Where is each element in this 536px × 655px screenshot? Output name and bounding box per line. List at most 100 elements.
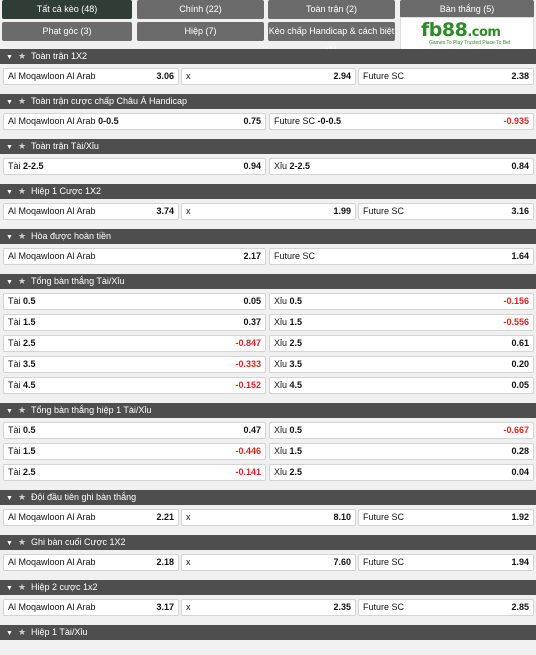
odds-value: 3.06	[156, 71, 174, 81]
odds-selection[interactable]: Future SC 1.94	[358, 554, 534, 571]
collapse-icon[interactable]: ▼	[6, 408, 13, 415]
favorite-star-icon[interactable]: ★	[17, 141, 27, 151]
odds-selection[interactable]: Al Moqawloon Al Arab 3.17	[3, 599, 179, 616]
market-section: ▼ ★ Toàn trận Tài/Xỉu Tài 2-2.5 0.94 Xỉu 2-2.…	[0, 139, 536, 179]
collapse-icon[interactable]: ▼	[6, 189, 13, 196]
odds-selection[interactable]: Xỉu 0.5 -0.156	[269, 293, 534, 310]
odds-selection[interactable]: x 1.99	[181, 203, 356, 220]
odds-selection[interactable]: Xỉu 2.5 0.04	[269, 464, 534, 481]
odds-selection[interactable]: Xỉu 4.5 0.05	[269, 377, 534, 394]
odds-selection[interactable]: x 2.94	[181, 68, 356, 85]
odds-selection[interactable]: Future SC 1.92	[358, 509, 534, 526]
market-section-header[interactable]: ▼ ★ Hiệp 1 Cược 1X2	[0, 184, 536, 199]
odds-selection[interactable]: Tài 4.5 -0.152	[3, 377, 266, 394]
tab-full-match[interactable]: Toàn trận (2)	[268, 0, 395, 19]
collapse-icon[interactable]: ▼	[6, 54, 13, 61]
tab-main[interactable]: Chính (22)	[137, 0, 264, 19]
tab-all[interactable]: Tất cả kèo (48)	[2, 0, 132, 19]
market-section-header[interactable]: ▼ ★ Ghi bàn cuối Cược 1X2	[0, 535, 536, 550]
selection-line: 1.5	[23, 446, 36, 456]
odds-selection[interactable]: Future SC 2.38	[358, 68, 534, 85]
market-section: ▼ ★ Hiệp 1 Tài/Xỉu	[0, 625, 536, 644]
market-section-header[interactable]: ▼ ★ Toàn trận Tài/Xỉu	[0, 139, 536, 154]
odds-selection[interactable]: Al Moqawloon Al Arab 3.74	[3, 203, 179, 220]
odds-selection[interactable]: Tài 1.5 0.37	[3, 314, 266, 331]
odds-selection[interactable]: Xỉu 3.5 0.20	[269, 356, 534, 373]
odds-selection[interactable]: Future SC 2.85	[358, 599, 534, 616]
odds-value: -0.333	[235, 359, 261, 369]
odds-selection[interactable]: Xỉu 1.5 0.28	[269, 443, 534, 460]
selection-label: Future SC	[363, 206, 405, 216]
collapse-icon[interactable]: ▼	[6, 234, 13, 241]
selection-label: Xỉu 2.5	[274, 338, 303, 348]
market-section-header[interactable]: ▼ ★ Toàn trận cược chấp Châu Á Handicap	[0, 94, 536, 109]
odds-selection[interactable]: x 2.35	[181, 599, 356, 616]
odds-selection[interactable]: Tài 1.5 -0.446	[3, 443, 266, 460]
odds-value: 7.60	[333, 557, 351, 567]
fb88-logo[interactable]: fb88.com Games To Play Trusted Place To …	[400, 17, 534, 51]
odds-selection[interactable]: x 8.10	[181, 509, 356, 526]
odds-selection[interactable]: Tài 2.5 -0.141	[3, 464, 266, 481]
odds-selection[interactable]: Xỉu 2.5 0.61	[269, 335, 534, 352]
odds-selection[interactable]: Al Moqawloon Al Arab 3.06	[3, 68, 179, 85]
selection-line: 4.5	[23, 380, 36, 390]
odds-selection[interactable]: Tài 3.5 -0.333	[3, 356, 266, 373]
odds-selection[interactable]: Al Moqawloon Al Arab 2.18	[3, 554, 179, 571]
favorite-star-icon[interactable]: ★	[17, 51, 27, 61]
market-section-header[interactable]: ▼ ★ Hiệp 2 cược 1x2	[0, 580, 536, 595]
favorite-star-icon[interactable]: ★	[17, 96, 27, 106]
market-section-header[interactable]: ▼ ★ Hòa được hoàn tiền	[0, 229, 536, 244]
odds-selection[interactable]: Al Moqawloon Al Arab 0-0.5 0.75	[3, 113, 266, 130]
odds-selection[interactable]: Tài 0.5 0.05	[3, 293, 266, 310]
collapse-icon[interactable]: ▼	[6, 585, 13, 592]
odds-value: 0.47	[243, 425, 261, 435]
odds-selection[interactable]: Xỉu 0.5 -0.667	[269, 422, 534, 439]
odds-row: Tài 1.5 0.37 Xỉu 1.5 -0.556	[0, 314, 536, 335]
selection-label: Xỉu 0.5	[274, 425, 303, 435]
tab-corners[interactable]: Phạt góc (3)	[2, 22, 132, 41]
market-section-header[interactable]: ▼ ★ Tổng bàn thắng hiệp 1 Tài/Xỉu	[0, 403, 536, 418]
market-section-header[interactable]: ▼ ★ Đội đầu tiên ghi bàn thắng	[0, 490, 536, 505]
selection-label: Al Moqawloon Al Arab	[8, 71, 96, 81]
favorite-star-icon[interactable]: ★	[17, 492, 27, 502]
collapse-icon[interactable]: ▼	[6, 144, 13, 151]
favorite-star-icon[interactable]: ★	[17, 537, 27, 547]
selection-line: 0-0.5	[98, 116, 119, 126]
tab-handicap[interactable]: Kèo chấp Handicap & cách biệt (1)	[268, 22, 395, 55]
selection-line: 0.5	[23, 296, 36, 306]
market-title: Hiệp 2 cược 1x2	[31, 582, 98, 592]
odds-value: 2.21	[156, 512, 174, 522]
odds-selection[interactable]: Future SC -0-0.5 -0.935	[269, 113, 534, 130]
favorite-star-icon[interactable]: ★	[17, 186, 27, 196]
odds-selection[interactable]: Al Moqawloon Al Arab 2.17	[3, 248, 266, 265]
collapse-icon[interactable]: ▼	[6, 99, 13, 106]
selection-line: 1.5	[289, 317, 303, 327]
favorite-star-icon[interactable]: ★	[17, 231, 27, 241]
market-section-header[interactable]: ▼ ★ Tổng bàn thắng Tài/Xỉu	[0, 274, 536, 289]
collapse-icon[interactable]: ▼	[6, 630, 13, 637]
odds-selection[interactable]: x 7.60	[181, 554, 356, 571]
selection-label: Tài 1.5	[8, 446, 36, 456]
tab-halves[interactable]: Hiệp (7)	[137, 22, 264, 41]
odds-row: Al Moqawloon Al Arab 3.06 x 2.94 Future SC 2.…	[0, 68, 536, 89]
odds-selection[interactable]: Xỉu 2-2.5 0.84	[269, 158, 534, 175]
tab-goals[interactable]: Bàn thắng (5)	[400, 0, 534, 19]
odds-selection[interactable]: Al Moqawloon Al Arab 2.21	[3, 509, 179, 526]
collapse-icon[interactable]: ▼	[6, 540, 13, 547]
market-section-header[interactable]: ▼ ★ Toàn trận 1X2	[0, 49, 536, 64]
collapse-icon[interactable]: ▼	[6, 495, 13, 502]
favorite-star-icon[interactable]: ★	[17, 276, 27, 286]
odds-selection[interactable]: Future SC 3.16	[358, 203, 534, 220]
market-title: Đội đầu tiên ghi bàn thắng	[31, 492, 137, 502]
favorite-star-icon[interactable]: ★	[17, 405, 27, 415]
odds-selection[interactable]: Tài 0.5 0.47	[3, 422, 266, 439]
collapse-icon[interactable]: ▼	[6, 279, 13, 286]
market-section-header[interactable]: ▼ ★ Hiệp 1 Tài/Xỉu	[0, 625, 536, 640]
favorite-star-icon[interactable]: ★	[17, 627, 27, 637]
odds-selection[interactable]: Future SC 1.64	[269, 248, 534, 265]
odds-selection[interactable]: Tài 2-2.5 0.94	[3, 158, 266, 175]
market-section: ▼ ★ Tổng bàn thắng Tài/Xỉu Tài 0.5 0.05 Xỉu 0…	[0, 274, 536, 398]
odds-selection[interactable]: Xỉu 1.5 -0.556	[269, 314, 534, 331]
odds-selection[interactable]: Tài 2.5 -0.847	[3, 335, 266, 352]
favorite-star-icon[interactable]: ★	[17, 582, 27, 592]
